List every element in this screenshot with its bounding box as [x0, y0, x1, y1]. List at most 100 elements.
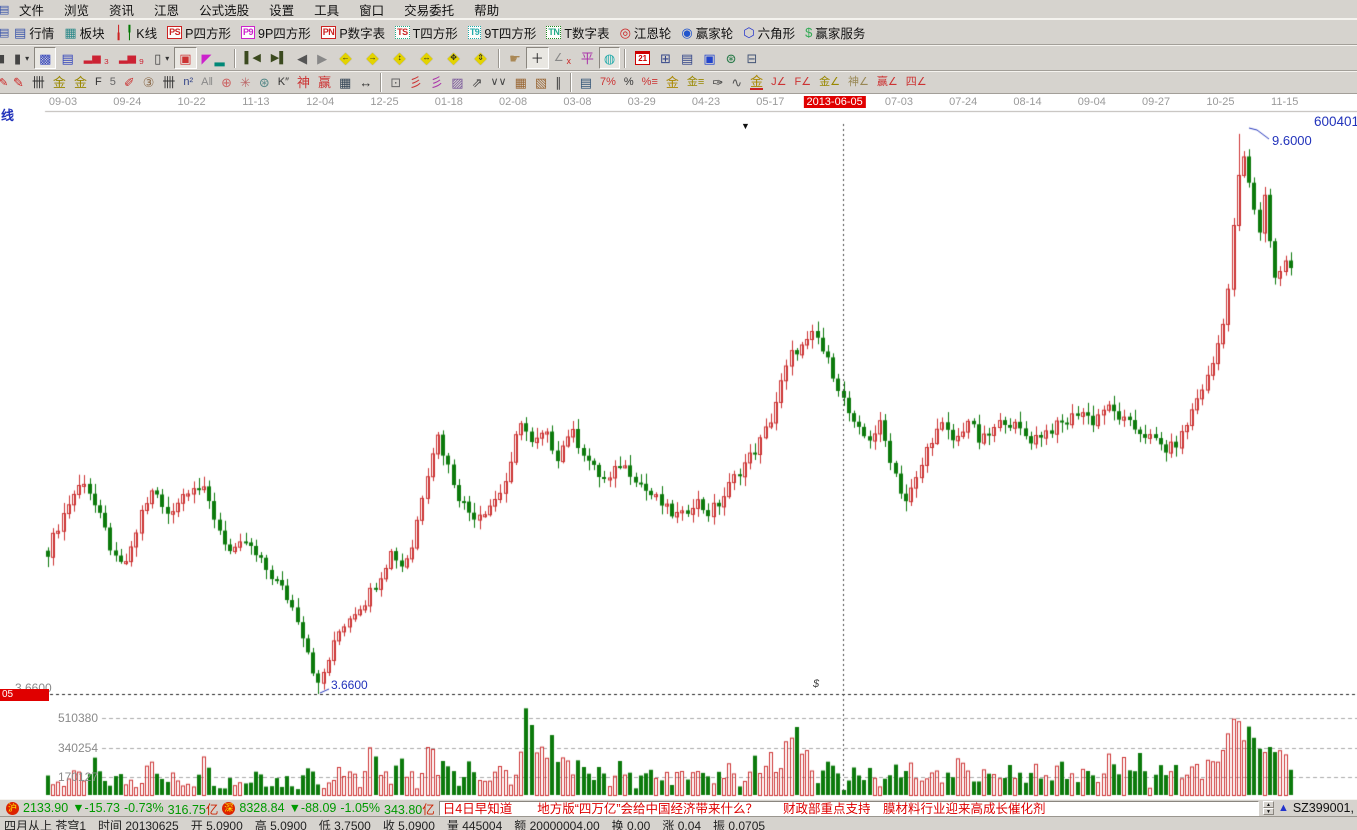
a-angle-tool-button[interactable]: A‖ — [197, 73, 217, 93]
spinner-up-button[interactable]: ▲ — [1262, 801, 1274, 808]
menu-item-formula-picker[interactable]: 公式选股 — [199, 3, 250, 18]
news-ticker[interactable]: 日4日早知道 地方版“四万亿”会给中国经济带来什么？ 财政部重点支持 膜材料行业… — [438, 800, 1259, 816]
f-angle-tool-button[interactable]: F∠ — [791, 73, 816, 93]
gold-angle-tool-button[interactable]: 金∠ — [815, 73, 844, 93]
gold-grid-1-tool-button[interactable]: 金 — [49, 73, 70, 93]
last-page-tool-button[interactable]: ▶▌ — [266, 47, 292, 69]
candle-type-dropdown-icon[interactable]: ▾ — [25, 53, 30, 63]
quote-view-button[interactable]: ▤ 行情 — [9, 21, 59, 43]
print-tool-button[interactable]: ⊟ — [742, 47, 763, 69]
gold-circle-tool-button[interactable]: 金 — [662, 73, 683, 93]
calendar-tool-button[interactable]: 21 — [630, 47, 655, 69]
ying-angle-tool-button[interactable]: 赢∠ — [873, 73, 902, 93]
pattern-window-tool-button[interactable]: ▩ — [34, 47, 57, 69]
menu-item-help[interactable]: 帮助 — [474, 3, 500, 18]
menu-item-gann[interactable]: 江恩 — [154, 3, 180, 18]
menu-item-settings[interactable]: 设置 — [269, 3, 295, 18]
pencil-tool-button[interactable]: ✎ — [9, 73, 28, 93]
star-grid-tool-button[interactable]: ✳ — [236, 73, 255, 93]
shen-grid-tool-button[interactable]: 神 — [293, 73, 314, 93]
purple-marker-tool-button[interactable]: 平 — [576, 47, 599, 69]
bars-3-tool-button[interactable]: ▂▅ ₃ — [79, 47, 114, 69]
bars-9-tool-button[interactable]: ▂▅ ₉ — [114, 47, 149, 69]
brain-tool-tool-button[interactable]: ◍ — [598, 47, 621, 69]
menu-item-window[interactable]: 窗口 — [359, 3, 385, 18]
sector-view-button[interactable]: ▦ 板块 — [59, 21, 109, 43]
winner-service-button[interactable]: $ 赢家服务 — [800, 21, 870, 43]
angle-percent-tool-button[interactable]: 7% — [596, 73, 620, 93]
box-resize-tool-button[interactable]: ⊡ — [386, 73, 405, 93]
parallel-lines-tool-button[interactable]: ∥ — [551, 73, 566, 93]
kline-chart-canvas[interactable] — [0, 94, 1357, 799]
grid-ticks-1-tool-button[interactable]: 卌 — [28, 73, 49, 93]
p-square-button[interactable]: PS P四方形 — [162, 21, 236, 43]
jump-left-tool-button[interactable]: ◆ ← — [332, 47, 359, 69]
grid-ticks-2-tool-button[interactable]: 卌 — [158, 73, 179, 93]
box-rays-tool-button[interactable]: ▨ — [447, 73, 467, 93]
shen-angle-tool-button[interactable]: 神∠ — [844, 73, 873, 93]
hand-tool-tool-button[interactable]: ☛ — [504, 47, 526, 69]
f-grid-tool-button[interactable]: F — [91, 73, 106, 93]
jump-right-tool-button[interactable]: ◆ → — [359, 47, 386, 69]
t-square-button[interactable]: TS T四方形 — [390, 21, 463, 43]
gold-grid-2-tool-button[interactable]: 金 — [70, 73, 91, 93]
four-angle-tool-button[interactable]: 四∠ — [902, 73, 931, 93]
percent-tool-button[interactable]: % — [620, 73, 638, 93]
spinner-down-button[interactable]: ▼ — [1262, 808, 1274, 815]
save-disk-tool-button[interactable]: ▣ — [698, 47, 720, 69]
first-page-tool-button[interactable]: ▌◀ — [240, 47, 266, 69]
p-number-table-button[interactable]: PN P数字表 — [316, 21, 390, 43]
jump-horizontal-tool-button[interactable]: ◆ ↔ — [413, 47, 440, 69]
gold-underline-tool-button[interactable]: 金 — [746, 73, 767, 93]
candle-type-tool-button[interactable]: ▮ ▾ — [9, 47, 34, 69]
angle-erase-tool-button[interactable]: ∠ ₓ — [549, 47, 576, 69]
notebook-tool-button[interactable]: ▤ — [676, 47, 698, 69]
next-page-tool-button[interactable]: ▶ — [312, 47, 332, 69]
menu-item-trade-order[interactable]: 交易委托 — [404, 3, 455, 18]
percent-lines-tool-button[interactable]: %≡ — [638, 73, 662, 93]
hexagon-button[interactable]: ⬡ 六角形 — [738, 21, 800, 43]
n-square-tool-button[interactable]: n² — [179, 73, 197, 93]
t-number-table-button[interactable]: TN T数字表 — [541, 21, 614, 43]
jump-all-tool-button[interactable]: ◆ ✥ — [440, 47, 467, 69]
gold-lines-tool-button[interactable]: 金≡ — [683, 73, 708, 93]
crosshair-tool-tool-button[interactable]: ＋ — [525, 47, 549, 69]
width-arrows-tool-button[interactable]: ↔ — [355, 73, 376, 93]
k-mark-tool-button[interactable]: K″ — [274, 73, 293, 93]
grid-box-arrow-tool-button[interactable]: ▧ — [531, 73, 551, 93]
menu-item-tools[interactable]: 工具 — [314, 3, 340, 18]
ying-grid-tool-button[interactable]: 赢 — [314, 73, 335, 93]
winner-wheel-button[interactable]: ◉ 赢家轮 — [676, 21, 738, 43]
fan-box-tool-button[interactable]: 彡 — [426, 73, 447, 93]
web-link-tool-button[interactable]: ⊛ — [721, 47, 742, 69]
jump-expand-tool-button[interactable]: ◆ ⇕ — [467, 47, 494, 69]
jump-vertical-tool-button[interactable]: ◆ ↕ — [386, 47, 413, 69]
single-candle-tool-button[interactable]: ▯ ▾ — [149, 47, 174, 69]
web-grid-tool-button[interactable]: ⊛ — [255, 73, 274, 93]
calculator-tool-button[interactable]: ⊞ — [655, 47, 676, 69]
j-angle-tool-button[interactable]: J∠ — [767, 73, 790, 93]
red-fan-tool-button[interactable]: 彡 — [405, 73, 426, 93]
menu-item-browse[interactable]: 浏览 — [64, 3, 90, 18]
menu-item-news[interactable]: 资讯 — [109, 3, 135, 18]
figure-pattern-tool-button[interactable]: ▣ — [174, 47, 197, 69]
wave-fit-tool-button[interactable]: ∿ — [727, 73, 746, 93]
9p-square-button[interactable]: P9 9P四方形 — [236, 21, 316, 43]
spiral-5-tool-button[interactable]: 5 — [106, 73, 120, 93]
single-candle-dropdown-icon[interactable]: ▾ — [165, 53, 170, 63]
9t-square-button[interactable]: T9 9T四方形 — [463, 21, 542, 43]
ray-arrows-tool-button[interactable]: ⇗ — [468, 73, 487, 93]
kline-view-button[interactable]: ╽ ╿ K线 — [110, 21, 163, 43]
info-document-tool-button[interactable]: ▤ — [56, 47, 78, 69]
prev-page-tool-button[interactable]: ◀ — [292, 47, 312, 69]
ruler-123-tool-button[interactable]: ▦ — [335, 73, 355, 93]
ink-brush-tool-button[interactable]: ✑ — [708, 73, 727, 93]
rocket-pen-tool-button[interactable]: ✐ — [120, 73, 139, 93]
grid-box-tool-button[interactable]: ▦ — [511, 73, 531, 93]
level-bars-tool-button[interactable]: ▤ — [576, 73, 596, 93]
circle-target-tool-button[interactable]: ⊕ — [217, 73, 236, 93]
color-chart-tool-button[interactable]: ◤ ▂ — [197, 47, 230, 69]
zigzag-tool-button[interactable]: ∨∨ — [486, 73, 510, 93]
menu-item-file[interactable]: 文件 — [19, 3, 45, 18]
circle-3-tool-button[interactable]: ③ — [139, 73, 159, 93]
